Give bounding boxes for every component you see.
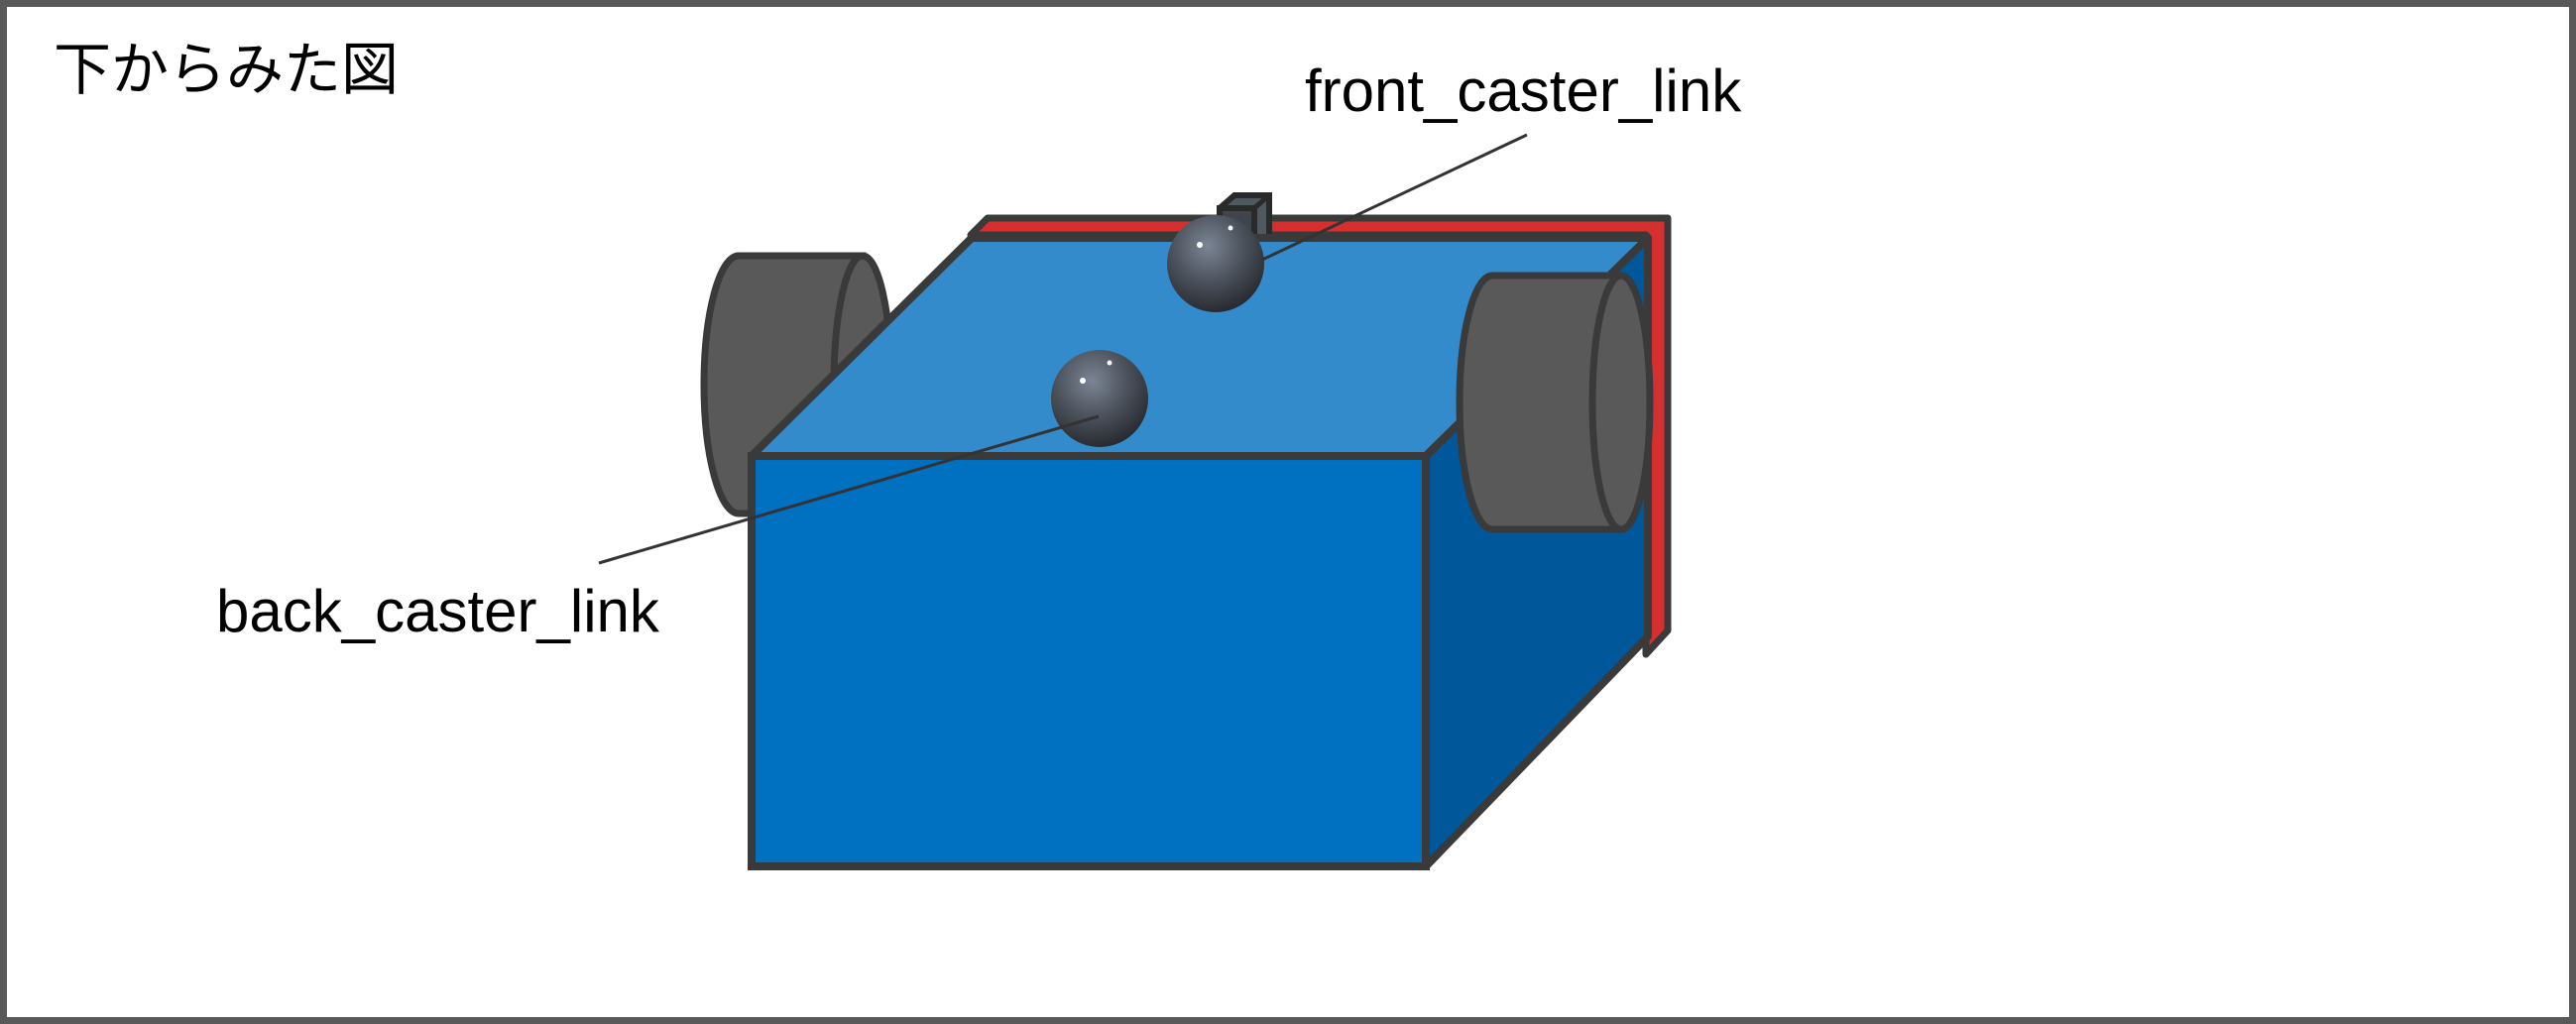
diagram-title: 下からみた図 xyxy=(54,38,400,102)
back-caster-ball xyxy=(1051,350,1148,447)
front-caster-ball xyxy=(1167,215,1264,312)
right-wheel xyxy=(1456,272,1654,533)
front-caster-leader-line xyxy=(1261,133,1528,262)
body-front-face xyxy=(748,452,1430,870)
back-caster-leader-line xyxy=(598,414,1100,565)
front-caster-label: front_caster_link xyxy=(1305,57,1742,124)
back-caster-label: back_caster_link xyxy=(216,578,659,644)
